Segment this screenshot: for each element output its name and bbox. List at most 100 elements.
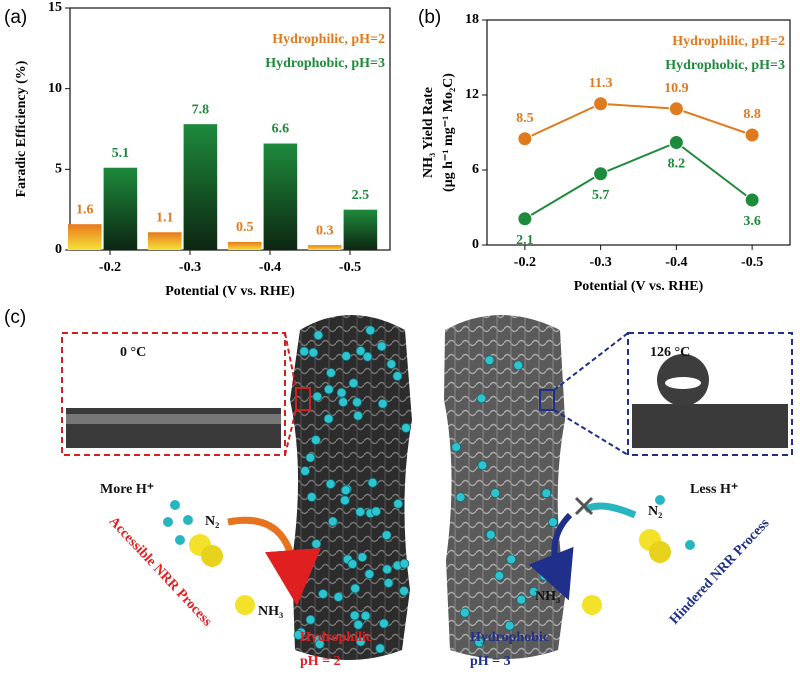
nh3-molecule	[582, 595, 602, 615]
water-drop	[312, 391, 323, 402]
schematic: (c) 0 °C 126 °C More H⁺ N₂ NH₃ Acces	[4, 307, 793, 669]
water-drop	[451, 442, 462, 452]
panel-label: (b)	[418, 7, 441, 28]
water-drop	[341, 351, 352, 362]
ion-label: More H⁺	[100, 482, 154, 497]
point	[517, 131, 533, 147]
water-drop	[455, 492, 466, 503]
water-drop	[377, 398, 388, 409]
water-drop	[513, 360, 524, 371]
legend-entry: Hydrophilic, pH=2	[672, 34, 785, 49]
point	[593, 166, 609, 182]
water-drop	[485, 529, 496, 540]
inset-fabric	[632, 404, 788, 448]
inset-temperature: 126 °C	[650, 345, 690, 360]
y-tick-label: 0	[472, 237, 479, 252]
point	[744, 127, 760, 143]
zoom-line	[553, 332, 629, 391]
proton	[170, 500, 180, 510]
water-drop	[371, 506, 382, 517]
water-drop	[336, 387, 347, 398]
x-tick-label: -0.5	[339, 260, 361, 275]
reaction-arrow	[528, 512, 574, 601]
water-drop	[459, 607, 470, 618]
water-drop	[325, 479, 336, 489]
water-drop	[399, 586, 409, 596]
fabric-ph: pH = 2	[300, 654, 341, 669]
water-drop	[305, 614, 316, 625]
zoom-box	[295, 387, 311, 411]
water-drop	[333, 592, 344, 602]
bar	[343, 209, 378, 250]
molecule-label: NH₃	[258, 604, 283, 619]
data-label: 1.6	[76, 202, 94, 217]
inset-surface	[66, 414, 281, 424]
data-label: 11.3	[589, 76, 613, 91]
point	[668, 101, 684, 117]
panel-label: (a)	[4, 7, 27, 28]
proton	[175, 535, 185, 545]
legend-entry: Hydrophilic, pH=2	[272, 32, 385, 47]
water-drop	[506, 554, 517, 565]
data-label: 0.5	[236, 220, 254, 235]
data-label: 6.6	[272, 122, 290, 137]
water-drop	[541, 488, 552, 499]
water-drop	[476, 393, 487, 404]
data-label: 8.5	[516, 111, 534, 126]
proton	[655, 495, 665, 505]
fabric-ph: pH = 3	[470, 654, 511, 669]
bar	[308, 245, 342, 250]
water-drop	[364, 569, 375, 579]
water-drop	[357, 552, 368, 563]
water-drop	[494, 570, 505, 581]
y-axis-label: Faradic Efficiency (%)	[14, 60, 29, 197]
y-tick-label: 15	[48, 0, 62, 15]
water-drop	[311, 539, 322, 549]
water-drop	[548, 517, 558, 528]
water-drop	[305, 452, 316, 463]
x-axis-label: Potential (V vs. RHE)	[574, 279, 704, 294]
bar	[68, 224, 102, 250]
y-tick-label: 5	[55, 162, 62, 177]
x-axis-label: Potential (V vs. RHE)	[165, 284, 295, 299]
water-drop	[293, 630, 304, 640]
water-drop	[313, 330, 324, 341]
legend-entry: Hydrophobic, pH=3	[665, 58, 785, 73]
x-tick-label: -0.3	[179, 260, 201, 275]
water-drop	[490, 488, 501, 498]
bar	[148, 232, 182, 250]
point	[668, 135, 684, 150]
water-drop	[365, 325, 376, 336]
water-drop	[349, 610, 360, 621]
process-label: Accessible NRR Process	[106, 514, 215, 630]
fabric-label: Hydrophilic	[300, 630, 372, 645]
data-label: 2.1	[516, 233, 534, 248]
x-tick-label: -0.4	[665, 255, 687, 270]
y-tick-label: 6	[472, 162, 479, 177]
proton	[183, 515, 193, 525]
plot-frame	[486, 19, 791, 246]
water-drop	[504, 620, 515, 631]
water-drop	[310, 435, 321, 445]
point	[593, 96, 609, 112]
water-drop	[355, 346, 366, 356]
water-drop	[326, 368, 336, 378]
bar	[103, 167, 138, 250]
water-drop	[318, 589, 328, 599]
data-label: 7.8	[192, 102, 210, 117]
water-drop	[323, 384, 334, 395]
droplet-highlight	[665, 377, 701, 389]
ion-label: Less H⁺	[690, 482, 738, 497]
water-drop	[474, 637, 485, 648]
data-label: 10.9	[664, 81, 689, 96]
water-drop	[477, 460, 488, 471]
bar	[183, 124, 218, 250]
inset-temperature: 0 °C	[120, 345, 146, 360]
water-drop	[401, 423, 411, 433]
n2-molecule	[201, 545, 223, 567]
water-drop	[353, 619, 364, 630]
reaction-arrow	[227, 516, 321, 606]
water-drop	[484, 355, 495, 366]
x-tick-label: -0.3	[590, 255, 612, 270]
